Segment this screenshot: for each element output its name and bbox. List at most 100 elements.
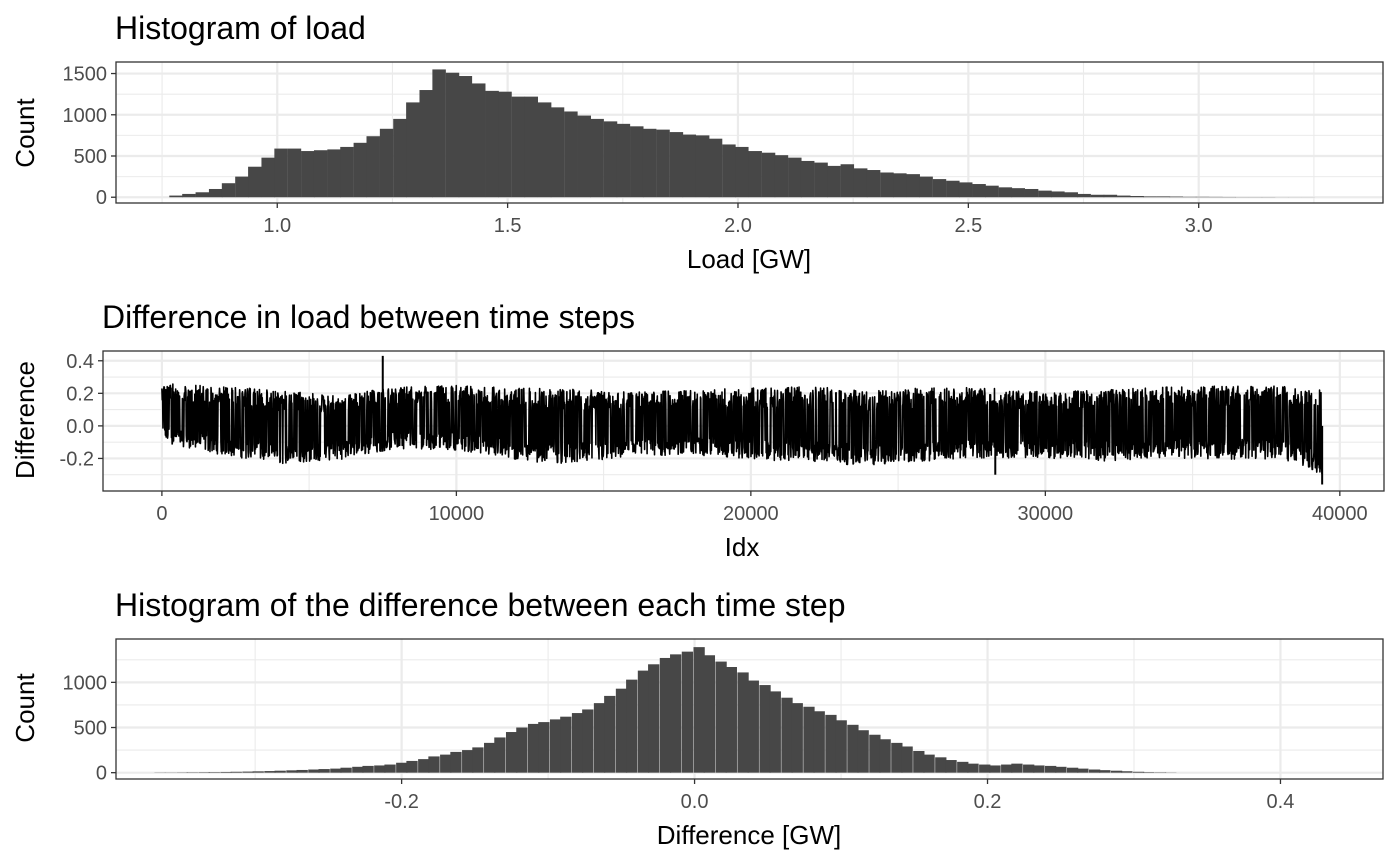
histogram-load-bar bbox=[880, 172, 894, 198]
histogram-difference-bar bbox=[362, 765, 374, 773]
histogram-difference-bar bbox=[901, 746, 913, 773]
histogram-load-bar bbox=[985, 185, 999, 198]
histogram-load-bar bbox=[1156, 196, 1171, 198]
histogram-difference-bar bbox=[769, 691, 781, 773]
histogram-load-bar bbox=[537, 102, 552, 198]
histogram-difference-bar bbox=[759, 685, 771, 773]
histogram-load-bar bbox=[261, 157, 275, 198]
histogram-difference-bar bbox=[747, 680, 759, 773]
histogram-load-ylabel: Count bbox=[10, 98, 40, 168]
histogram-load-bar bbox=[1143, 196, 1157, 198]
histogram-difference-title: Histogram of the difference between each… bbox=[115, 587, 845, 623]
histogram-load-bar bbox=[169, 195, 183, 198]
histogram-difference-y-tick-label: 500 bbox=[74, 718, 107, 740]
histogram-load-bar bbox=[419, 90, 433, 198]
histogram-difference-bar bbox=[945, 760, 957, 773]
histogram-load-x-tick-label: 2.5 bbox=[954, 215, 982, 237]
histogram-load-bar bbox=[735, 146, 749, 198]
histogram-difference-bar bbox=[374, 765, 386, 773]
histogram-difference-bar bbox=[440, 754, 452, 773]
histogram-load-bar bbox=[642, 128, 657, 198]
histogram-difference-bar bbox=[1001, 764, 1013, 773]
histogram-difference-bar bbox=[1099, 770, 1111, 773]
histogram-load-bar bbox=[761, 152, 776, 198]
histogram-difference-bar bbox=[1143, 772, 1155, 773]
histogram-load-bar bbox=[287, 148, 302, 198]
histogram-load-bar bbox=[669, 132, 684, 198]
histogram-load-bar bbox=[432, 69, 446, 198]
histogram-difference-bar bbox=[318, 769, 330, 773]
difference-series-title: Difference in load between time steps bbox=[102, 299, 635, 335]
histogram-load-bar bbox=[313, 150, 328, 198]
histogram-difference-bar bbox=[472, 747, 484, 773]
histogram-load-bar bbox=[616, 123, 631, 198]
difference-series-panel: 0 10000 20000 30000 40000 -0.2 0.0 0.2 0.4 bbox=[60, 350, 1385, 525]
difference-series-y-tick-label: 0.4 bbox=[66, 351, 94, 373]
histogram-load-bar bbox=[406, 102, 420, 198]
histogram-load-bar bbox=[485, 90, 499, 198]
histogram-load-bar bbox=[682, 134, 697, 198]
difference-series-x-tick-label: 40000 bbox=[1312, 503, 1368, 525]
histogram-load-bar bbox=[498, 91, 512, 198]
histogram-difference-bar bbox=[935, 757, 947, 773]
histogram-difference-bar bbox=[1045, 765, 1057, 773]
difference-series-xlabel: Idx bbox=[725, 532, 760, 562]
histogram-load-bar bbox=[301, 151, 315, 198]
histogram-difference-bar bbox=[352, 766, 364, 773]
histogram-load-bar bbox=[1117, 195, 1131, 198]
histogram-difference-bar bbox=[803, 706, 815, 773]
difference-series-line bbox=[161, 383, 1323, 475]
histogram-difference-bar bbox=[538, 722, 550, 773]
histogram-load-bar bbox=[1038, 190, 1052, 198]
difference-series-x-tick-label: 10000 bbox=[429, 503, 485, 525]
histogram-difference-bar bbox=[527, 723, 540, 773]
histogram-difference-bar bbox=[869, 734, 881, 773]
histogram-load-bar bbox=[208, 188, 223, 198]
histogram-load-x-tick-label: 1.0 bbox=[263, 215, 291, 237]
histogram-difference-xlabel: Difference [GW] bbox=[657, 820, 841, 850]
histogram-difference-panel: -0.2 0.0 0.2 0.4 0 500 1000 bbox=[63, 638, 1384, 813]
histogram-load-bar bbox=[353, 142, 368, 198]
difference-series-y-tick-label: 0.0 bbox=[66, 416, 94, 438]
histogram-difference-bar bbox=[825, 714, 837, 773]
histogram-difference-bar bbox=[857, 730, 869, 773]
histogram-load-bar bbox=[550, 107, 565, 198]
histogram-load-bar bbox=[958, 182, 973, 198]
histogram-load-bar bbox=[1064, 192, 1078, 198]
histogram-difference-bar bbox=[1066, 767, 1079, 773]
histogram-difference-bar bbox=[242, 771, 254, 773]
histogram-load-bar bbox=[893, 173, 907, 198]
histogram-load-bar bbox=[972, 184, 986, 198]
histogram-load-x-tick-label: 3.0 bbox=[1185, 215, 1213, 237]
histogram-difference-bar bbox=[813, 711, 825, 773]
histogram-load-bar bbox=[866, 170, 881, 198]
histogram-difference-bar bbox=[737, 672, 749, 773]
histogram-load-bar bbox=[603, 121, 618, 198]
histogram-difference-bar bbox=[725, 667, 737, 773]
histogram-difference-bar bbox=[220, 771, 232, 773]
difference-series-x-tick-label: 0 bbox=[156, 503, 167, 525]
histogram-load-bar bbox=[748, 151, 762, 198]
histogram-difference-x-tick-label: -0.2 bbox=[384, 791, 418, 813]
histogram-difference-bar bbox=[230, 771, 242, 773]
histogram-difference-bar bbox=[967, 763, 979, 773]
histogram-difference-bar bbox=[330, 768, 342, 773]
histogram-difference-bar bbox=[703, 655, 716, 773]
difference-series-y-tick-label: 0.2 bbox=[66, 383, 94, 405]
histogram-difference-bar bbox=[1023, 764, 1035, 773]
histogram-load-bar bbox=[366, 136, 380, 198]
histogram-difference-bar bbox=[1132, 771, 1145, 773]
histogram-difference-x-tick-label: 0.2 bbox=[974, 791, 1002, 813]
histogram-difference-bar bbox=[648, 664, 660, 773]
histogram-load-panel-border bbox=[115, 61, 1384, 204]
histogram-load-bar bbox=[274, 148, 288, 198]
histogram-difference-bar bbox=[396, 762, 408, 773]
histogram-load-bar bbox=[932, 179, 947, 198]
histogram-load-panel: 1.0 1.5 2.0 2.5 3.0 0 500 1000 1500 bbox=[63, 61, 1384, 237]
histogram-difference-bar bbox=[626, 679, 638, 773]
histogram-difference-bar bbox=[693, 647, 705, 773]
histogram-difference-bar bbox=[1055, 766, 1067, 773]
histogram-load-bar bbox=[1130, 195, 1144, 198]
histogram-difference-bar bbox=[835, 720, 847, 773]
